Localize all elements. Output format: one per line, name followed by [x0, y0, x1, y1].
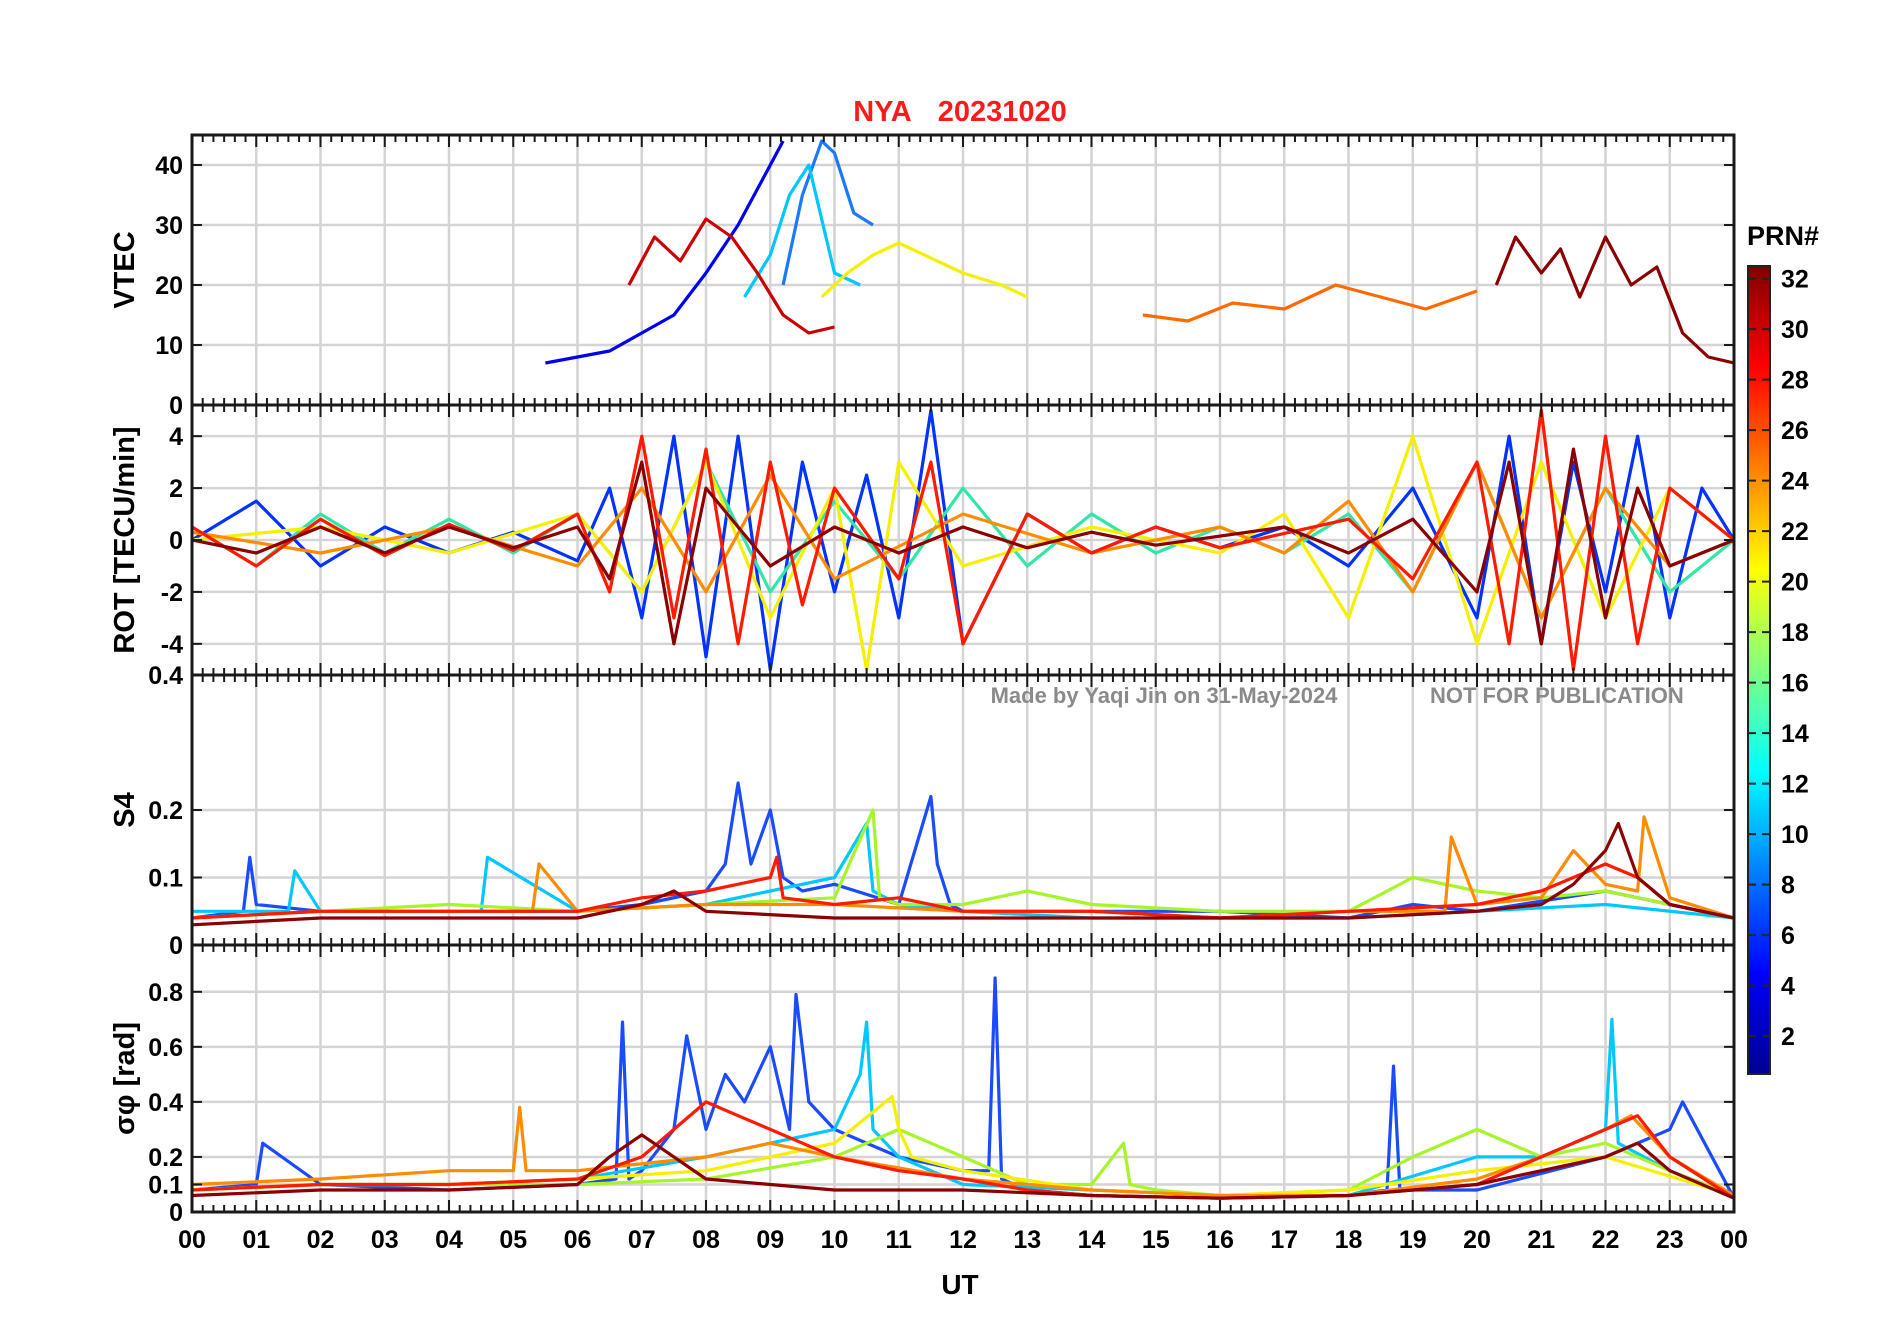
y-tick-label: 30: [155, 212, 183, 240]
x-tick-label: 11: [886, 1226, 913, 1254]
colorbar-tick-label: 18: [1781, 619, 1809, 647]
y-tick-label: 20: [155, 272, 183, 300]
series-line: [192, 1127, 1734, 1198]
y-axis-label: VTEC: [109, 231, 141, 308]
y-tick-label: 0: [169, 392, 183, 420]
y-tick-label: -2: [161, 579, 183, 607]
series-line: [627, 217, 835, 335]
series-line: [743, 163, 861, 298]
colorbar-tick-label: 12: [1781, 771, 1809, 799]
y-tick-label: 0.2: [148, 1144, 183, 1172]
y-tick-label: 2: [169, 475, 183, 503]
watermark-author: Made by Yaqi Jin on 31-May-2024: [991, 683, 1339, 708]
x-tick-label: 19: [1399, 1226, 1427, 1254]
x-tick-label: 10: [821, 1226, 849, 1254]
x-tick-label: 12: [949, 1226, 977, 1254]
series-line: [192, 1017, 1734, 1198]
x-tick-label: 01: [242, 1226, 270, 1254]
x-tick-label: 17: [1270, 1226, 1298, 1254]
series-group: [545, 139, 1734, 365]
colorbar-tick-label: 26: [1781, 417, 1809, 445]
colorbar-tick-label: 32: [1781, 266, 1809, 294]
figure-title: NYA 20231020: [853, 96, 1067, 128]
x-tick-label: 21: [1527, 1226, 1555, 1254]
x-tick-label: 04: [435, 1226, 463, 1254]
y-tick-label: 0.4: [148, 1089, 183, 1117]
x-tick-label: 06: [564, 1226, 592, 1254]
y-tick-label: -4: [161, 631, 183, 659]
colorbar-tick-label: 2: [1781, 1023, 1795, 1051]
y-tick-label: 0.1: [148, 865, 183, 893]
x-tick-label: 18: [1335, 1226, 1363, 1254]
series-line: [545, 140, 785, 365]
x-tick-label: 14: [1078, 1226, 1106, 1254]
x-axis-label: UT: [941, 1269, 978, 1300]
colorbar-tick-label: 24: [1781, 468, 1809, 496]
y-axis-label: S4: [109, 792, 141, 827]
y-tick-label: 0.8: [148, 979, 183, 1007]
series-line: [1494, 235, 1734, 365]
x-tick-label: 05: [499, 1226, 527, 1254]
y-tick-label: 0.2: [148, 797, 183, 825]
x-tick-label: 22: [1592, 1226, 1620, 1254]
x-tick-label: 15: [1142, 1226, 1170, 1254]
x-tick-label: 00: [1720, 1226, 1748, 1254]
series-line: [820, 241, 1028, 299]
series-line: [192, 1133, 1734, 1200]
title-station: NYA: [853, 96, 912, 128]
x-tick-label: 20: [1463, 1226, 1491, 1254]
panel-vtec: 0 10 20 30 40 VTEC: [109, 133, 1736, 420]
watermark-notice: NOT FOR PUBLICATION: [1430, 683, 1684, 708]
x-tick-label: 00: [178, 1226, 206, 1254]
panel-s4: 0 0.1 0.2 0.4 S4: [109, 662, 1736, 960]
series-line: [781, 139, 874, 286]
y-tick-label: 0: [169, 527, 183, 555]
y-tick-label: 40: [155, 152, 183, 180]
series-line: [192, 821, 1734, 927]
x-tick-label: 07: [628, 1226, 656, 1254]
colorbar-tick-label: 8: [1781, 872, 1795, 900]
x-tick-label: 03: [371, 1226, 399, 1254]
y-tick-label: 0: [169, 1199, 183, 1227]
x-tick-label: 23: [1656, 1226, 1684, 1254]
x-tick-label: 09: [756, 1226, 784, 1254]
series-line: [192, 447, 1734, 646]
panel-sigma_phi: 00.10.2 0.4 0.6 0.8σφ [rad]: [109, 943, 1736, 1227]
colorbar-gradient: [1747, 265, 1771, 1075]
y-tick-label: 0: [169, 932, 183, 960]
colorbar-tick-label: 30: [1781, 316, 1809, 344]
colorbar-tick-label: 22: [1781, 518, 1809, 546]
colorbar-tick-label: 20: [1781, 569, 1809, 597]
title-date: 20231020: [938, 96, 1067, 128]
y-tick-label: 0.6: [148, 1034, 183, 1062]
series-line: [192, 1100, 1734, 1200]
colorbar-tick-label: 16: [1781, 670, 1809, 698]
x-tick-label: 02: [307, 1226, 335, 1254]
x-tick-label: 13: [1013, 1226, 1041, 1254]
colorbar-tick-label: 28: [1781, 367, 1809, 395]
colorbar-tick-label: 14: [1781, 720, 1809, 748]
x-tick-label: 08: [692, 1226, 720, 1254]
y-tick-label: 10: [155, 332, 183, 360]
colorbar-tick-label: 4: [1781, 973, 1795, 1001]
panel-rot: -4 -2 0 2 4 ROT [TECU/min]: [109, 403, 1736, 677]
series-line: [1142, 283, 1478, 323]
series-group: [192, 976, 1734, 1200]
y-axis-label: ROT [TECU/min]: [109, 426, 141, 653]
y-tick-label: 4: [169, 423, 183, 451]
colorbar-tick-label: 10: [1781, 821, 1809, 849]
x-tick-label: 16: [1206, 1226, 1234, 1254]
y-tick-label: 0.1: [148, 1171, 183, 1199]
series-group: [192, 781, 1734, 927]
series-line: [192, 976, 1734, 1200]
y-axis-label: σφ [rad]: [109, 1022, 141, 1135]
y-tick-label: 0.4: [148, 662, 183, 690]
colorbar-label: PRN#: [1747, 221, 1819, 251]
colorbar-tick-label: 6: [1781, 922, 1795, 950]
